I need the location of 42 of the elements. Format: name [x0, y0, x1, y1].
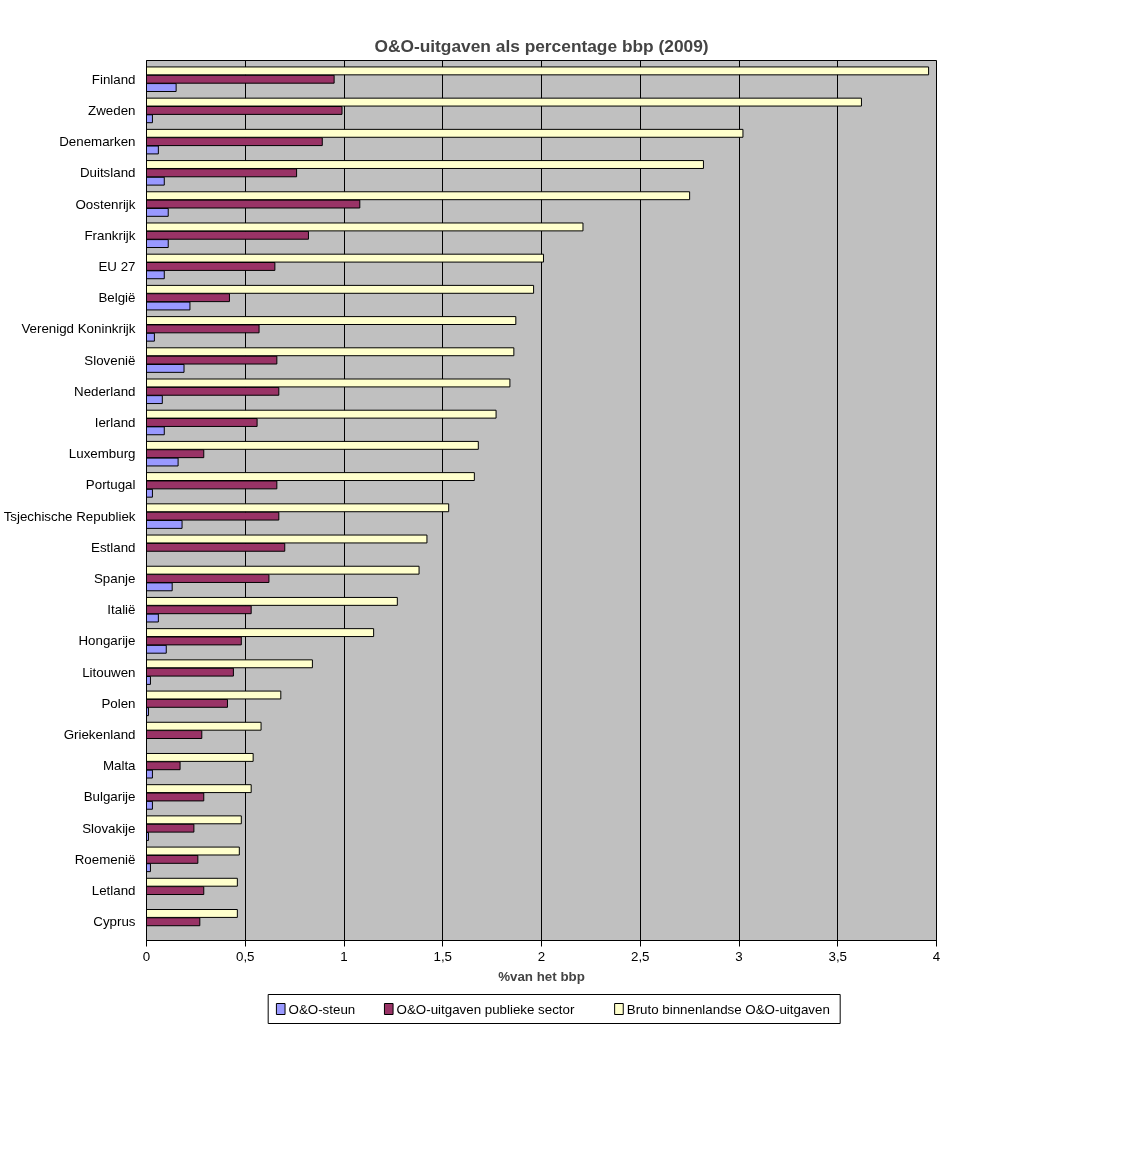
y-tick-label: Malta: [102, 758, 137, 774]
y-tick-label: Denemarken: [59, 134, 136, 150]
x-tick-label: 2,5: [630, 948, 650, 964]
y-tick-label: Slovenië: [84, 352, 136, 368]
x-tick-label: 3,5: [828, 948, 848, 964]
x-tick-label: 0,5: [235, 948, 255, 964]
y-tick-label: Estland: [91, 539, 136, 555]
x-axis-title: %van het bbp: [498, 968, 585, 984]
legend-label: O&O-steun: [288, 1001, 356, 1017]
y-tick-label: Ierland: [94, 414, 136, 430]
y-tick-label: België: [98, 290, 136, 306]
y-tick-label: Oostenrijk: [75, 196, 136, 212]
y-tick-label: Italië: [107, 602, 136, 618]
x-tick-label: 1: [340, 948, 348, 964]
x-tick-label: 0: [142, 948, 151, 964]
y-tick-label: Letland: [91, 883, 136, 899]
legend-label: Bruto binnenlandse O&O-uitgaven: [626, 1001, 830, 1017]
y-tick-label: EU 27: [98, 258, 136, 274]
y-tick-label: Slovakije: [82, 820, 136, 836]
y-tick-label: Spanje: [94, 571, 136, 587]
x-tick-label: 4: [932, 948, 941, 964]
y-tick-label: Roemenië: [74, 851, 136, 867]
legend-label: O&O-uitgaven publieke sector: [396, 1001, 575, 1017]
y-tick-label: Portugal: [85, 477, 136, 493]
y-tick-label: Frankrijk: [84, 227, 136, 243]
x-tick-label: 2: [537, 948, 546, 964]
y-tick-label: Bulgarije: [83, 789, 136, 805]
y-tick-label: Zweden: [88, 102, 136, 118]
y-tick-label: Luxemburg: [68, 446, 136, 462]
y-tick-label: Nederland: [74, 383, 136, 399]
y-tick-label: Hongarije: [78, 633, 136, 649]
y-tick-label: Finland: [91, 71, 136, 87]
y-tick-label: Verenigd Koninkrijk: [21, 321, 136, 337]
y-tick-label: Polen: [101, 695, 136, 711]
y-tick-label: Cyprus: [93, 914, 136, 930]
y-tick-label: Tsjechische Republiek: [3, 508, 136, 524]
y-tick-label: Duitsland: [79, 165, 136, 181]
chart-title: O&O-uitgaven als percentage bbp (2009): [374, 35, 709, 56]
y-tick-label: Griekenland: [63, 727, 136, 743]
x-tick-label: 3: [735, 948, 743, 964]
x-tick-label: 1,5: [433, 948, 453, 964]
y-tick-label: Litouwen: [82, 664, 136, 680]
